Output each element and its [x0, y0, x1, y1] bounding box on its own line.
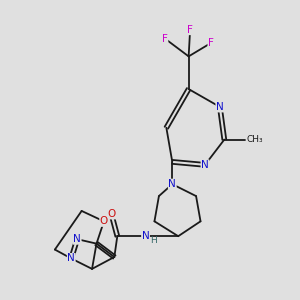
- Text: H: H: [150, 236, 157, 245]
- Text: N: N: [216, 102, 224, 112]
- Text: O: O: [107, 209, 116, 219]
- Text: N: N: [68, 254, 75, 263]
- Text: F: F: [208, 38, 214, 48]
- Text: F: F: [162, 34, 168, 44]
- Text: F: F: [187, 25, 193, 34]
- Text: N: N: [201, 160, 209, 170]
- Text: N: N: [168, 179, 176, 189]
- Text: N: N: [142, 231, 149, 241]
- Text: N: N: [73, 234, 81, 244]
- Text: CH₃: CH₃: [247, 135, 263, 144]
- Text: O: O: [100, 216, 108, 226]
